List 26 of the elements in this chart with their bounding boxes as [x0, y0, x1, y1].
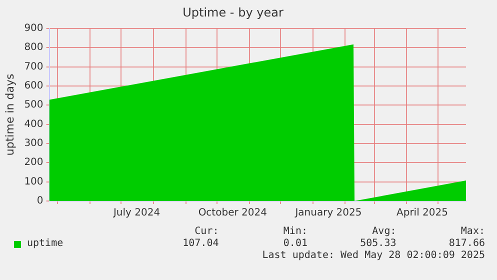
text: 107.04	[182, 238, 219, 250]
y-tick-label: 500	[24, 100, 44, 111]
y-tick-label: 200	[24, 157, 44, 168]
x-tick-label: January 2025	[294, 208, 362, 219]
y-tick-label: 100	[24, 176, 44, 188]
text: 0.01	[282, 238, 308, 250]
x-tick-label: July 2024	[112, 208, 160, 219]
text: 817.66	[448, 238, 485, 250]
y-tick-label: 800	[24, 42, 44, 54]
text: 505.33	[359, 238, 396, 250]
y-axis-title: uptime in days	[3, 74, 16, 156]
y-tick-label: 600	[24, 80, 44, 92]
text: Avg:	[371, 226, 396, 238]
y-tick-label: 0	[36, 196, 44, 207]
x-tick-label: April 2025	[396, 208, 448, 219]
y-tick-label: 400	[24, 118, 44, 130]
y-tick-label: 700	[24, 61, 44, 72]
x-tick-label: October 2024	[198, 208, 267, 219]
legend-label: uptime	[27, 238, 64, 250]
y-tick-label: 300	[24, 138, 44, 150]
text: Min:	[282, 226, 308, 238]
y-tick-label: 900	[24, 22, 44, 34]
chart-title: Uptime - by year	[182, 5, 284, 20]
text: Cur:	[194, 226, 219, 238]
text: Max:	[460, 226, 485, 238]
text: Last update: Wed May 28 02:00:09 2025	[262, 250, 485, 262]
